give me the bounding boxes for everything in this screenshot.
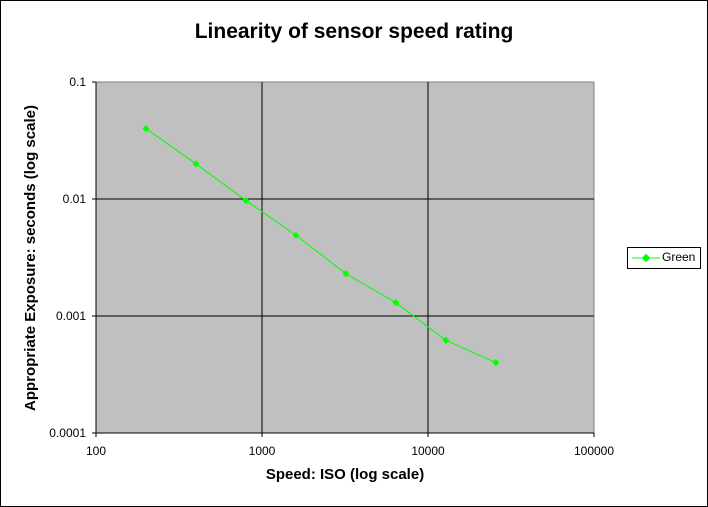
x-tick-label: 100000 xyxy=(574,444,614,458)
axes xyxy=(92,81,595,437)
data-point-green xyxy=(392,299,400,307)
y-tick-label: 0.001 xyxy=(56,309,86,323)
y-tick-labels: 0.1 0.01 0.001 0.0001 xyxy=(49,75,86,440)
data-point-green xyxy=(192,160,200,168)
series-layer xyxy=(142,125,500,367)
plot-area xyxy=(95,81,595,434)
y-tick-label: 0.0001 xyxy=(49,426,86,440)
gridlines xyxy=(96,82,594,433)
x-tick-label: 100 xyxy=(86,444,106,458)
series-line-green xyxy=(145,128,496,364)
legend-label-green: Green xyxy=(662,250,696,264)
data-point-green xyxy=(442,336,450,344)
y-tick-label: 0.1 xyxy=(69,75,86,89)
y-axis-label: Appropriate Exposure: seconds (log scale… xyxy=(22,105,39,411)
legend-swatch-green xyxy=(632,253,660,263)
legend: Green xyxy=(627,247,701,269)
x-tick-label: 10000 xyxy=(411,444,445,458)
x-axis-label: Speed: ISO (log scale) xyxy=(265,466,425,483)
chart-title: Linearity of sensor speed rating xyxy=(194,20,514,43)
x-tick-label: 1000 xyxy=(249,444,276,458)
data-point-green xyxy=(292,231,300,239)
data-point-green xyxy=(492,359,500,367)
data-point-green xyxy=(342,270,350,278)
data-point-green xyxy=(242,197,250,205)
data-point-green xyxy=(142,125,150,133)
x-tick-labels: 100 1000 10000 100000 xyxy=(86,444,614,458)
y-tick-label: 0.01 xyxy=(63,192,87,206)
